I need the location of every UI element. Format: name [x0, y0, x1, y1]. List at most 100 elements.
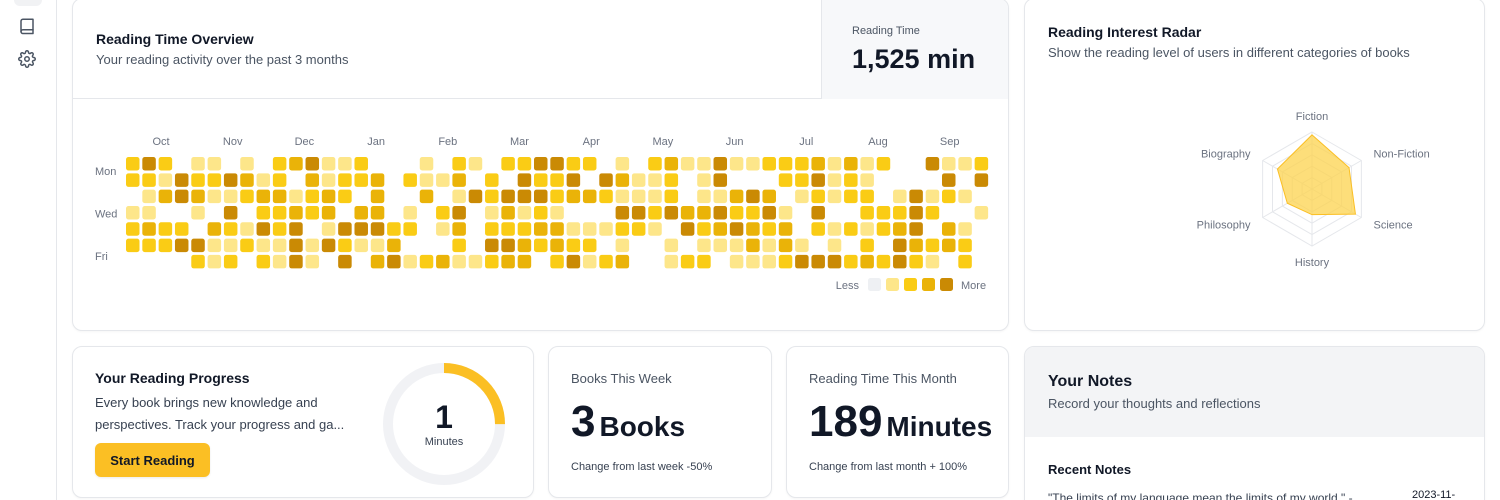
heatmap-cell[interactable]: [256, 254, 271, 269]
heatmap-cell[interactable]: [321, 238, 336, 253]
heatmap-cell[interactable]: [468, 189, 483, 204]
heatmap-cell[interactable]: [207, 189, 222, 204]
heatmap-cell[interactable]: [370, 189, 385, 204]
heatmap-cell[interactable]: [550, 205, 564, 220]
heatmap-cell[interactable]: [517, 222, 532, 236]
heatmap-cell[interactable]: [142, 173, 156, 187]
heatmap-cell[interactable]: [795, 157, 809, 171]
heatmap-cell[interactable]: [256, 238, 271, 253]
heatmap-cell[interactable]: [338, 238, 352, 253]
heatmap-cell[interactable]: [174, 189, 189, 204]
heatmap-cell[interactable]: [550, 173, 564, 187]
heatmap-cell[interactable]: [811, 254, 825, 269]
heatmap-cell[interactable]: [126, 173, 140, 187]
heatmap-cell[interactable]: [403, 222, 417, 236]
heatmap-cell[interactable]: [795, 173, 809, 187]
heatmap-cell[interactable]: [909, 189, 923, 204]
heatmap-cell[interactable]: [860, 222, 874, 236]
heatmap-cell[interactable]: [550, 238, 564, 253]
heatmap-cell[interactable]: [272, 189, 287, 204]
heatmap-cell[interactable]: [126, 157, 140, 171]
heatmap-cell[interactable]: [158, 189, 173, 204]
heatmap-cell[interactable]: [142, 189, 156, 204]
heatmap-cell[interactable]: [599, 189, 613, 204]
heatmap-cell[interactable]: [387, 254, 401, 269]
heatmap-cell[interactable]: [958, 157, 972, 171]
heatmap-cell[interactable]: [778, 157, 793, 171]
heatmap-cell[interactable]: [338, 222, 352, 236]
heatmap-cell[interactable]: [909, 222, 923, 236]
heatmap-cell[interactable]: [191, 157, 205, 171]
heatmap-cell[interactable]: [452, 238, 466, 253]
heatmap-cell[interactable]: [305, 254, 320, 269]
heatmap-cell[interactable]: [485, 254, 499, 269]
heatmap-cell[interactable]: [534, 205, 548, 220]
heatmap-cell[interactable]: [827, 222, 842, 236]
heatmap-cell[interactable]: [370, 205, 385, 220]
heatmap-cell[interactable]: [272, 173, 287, 187]
heatmap-cell[interactable]: [876, 254, 891, 269]
heatmap-cell[interactable]: [746, 238, 760, 253]
heatmap-cell[interactable]: [713, 238, 728, 253]
heatmap-cell[interactable]: [631, 173, 646, 187]
heatmap-cell[interactable]: [289, 238, 303, 253]
heatmap-cell[interactable]: [925, 238, 940, 253]
heatmap-cell[interactable]: [223, 205, 238, 220]
heatmap-cell[interactable]: [419, 254, 434, 269]
heatmap-cell[interactable]: [174, 238, 189, 253]
start-reading-button[interactable]: Start Reading: [95, 443, 210, 477]
heatmap-cell[interactable]: [778, 222, 793, 236]
heatmap-cell[interactable]: [844, 254, 858, 269]
heatmap-cell[interactable]: [354, 157, 368, 171]
heatmap-cell[interactable]: [256, 173, 271, 187]
heatmap-cell[interactable]: [452, 157, 466, 171]
heatmap-cell[interactable]: [648, 173, 662, 187]
heatmap-cell[interactable]: [697, 238, 711, 253]
heatmap-cell[interactable]: [174, 222, 189, 236]
heatmap-cell[interactable]: [844, 173, 858, 187]
heatmap-cell[interactable]: [599, 222, 613, 236]
heatmap-cell[interactable]: [762, 157, 776, 171]
heatmap-cell[interactable]: [893, 205, 907, 220]
heatmap-cell[interactable]: [289, 205, 303, 220]
heatmap-cell[interactable]: [338, 157, 352, 171]
heatmap-cell[interactable]: [925, 189, 940, 204]
heatmap-cell[interactable]: [485, 189, 499, 204]
heatmap-cell[interactable]: [958, 238, 972, 253]
heatmap-cell[interactable]: [550, 222, 564, 236]
heatmap-cell[interactable]: [305, 173, 320, 187]
heatmap-cell[interactable]: [925, 157, 940, 171]
heatmap-cell[interactable]: [436, 254, 450, 269]
heatmap-cell[interactable]: [468, 157, 483, 171]
heatmap-cell[interactable]: [566, 254, 581, 269]
heatmap-cell[interactable]: [272, 157, 287, 171]
heatmap-cell[interactable]: [909, 205, 923, 220]
heatmap-cell[interactable]: [272, 238, 287, 253]
heatmap-cell[interactable]: [827, 189, 842, 204]
heatmap-cell[interactable]: [191, 254, 205, 269]
heatmap-cell[interactable]: [958, 222, 972, 236]
heatmap-cell[interactable]: [354, 173, 368, 187]
heatmap-cell[interactable]: [925, 205, 940, 220]
heatmap-cell[interactable]: [958, 254, 972, 269]
heatmap-cell[interactable]: [501, 157, 515, 171]
heatmap-cell[interactable]: [419, 173, 434, 187]
heatmap-cell[interactable]: [403, 254, 417, 269]
heatmap-cell[interactable]: [436, 222, 450, 236]
heatmap-cell[interactable]: [648, 157, 662, 171]
heatmap-cell[interactable]: [142, 222, 156, 236]
heatmap-cell[interactable]: [795, 254, 809, 269]
heatmap-cell[interactable]: [142, 157, 156, 171]
heatmap-cell[interactable]: [729, 238, 744, 253]
heatmap-cell[interactable]: [289, 222, 303, 236]
heatmap-cell[interactable]: [844, 157, 858, 171]
heatmap-cell[interactable]: [566, 173, 581, 187]
heatmap-cell[interactable]: [827, 238, 842, 253]
heatmap-cell[interactable]: [403, 205, 417, 220]
heatmap-cell[interactable]: [827, 254, 842, 269]
heatmap-cell[interactable]: [697, 254, 711, 269]
heatmap-cell[interactable]: [354, 238, 368, 253]
heatmap-cell[interactable]: [534, 238, 548, 253]
heatmap-cell[interactable]: [485, 205, 499, 220]
heatmap-cell[interactable]: [387, 238, 401, 253]
